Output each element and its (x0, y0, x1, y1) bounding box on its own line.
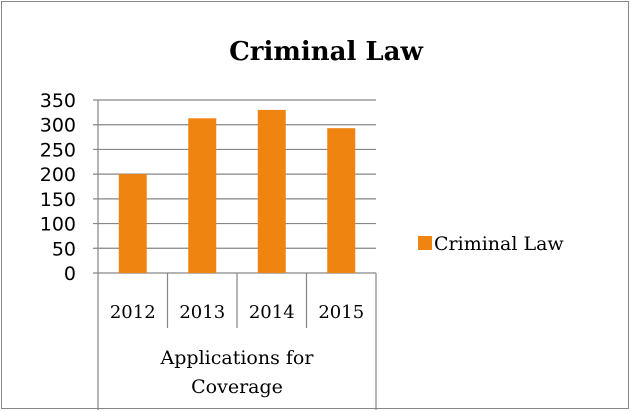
y-tick-label: 350 (40, 90, 76, 112)
y-tick-label: 0 (64, 263, 76, 285)
x-tick-label: 2015 (318, 302, 364, 323)
x-tick-label: 2014 (249, 302, 295, 323)
legend-swatch (418, 236, 432, 250)
x-axis-group: Applications for Coverage (160, 347, 315, 398)
x-group-label: Applications for (160, 347, 315, 369)
bar (257, 109, 286, 273)
bar (188, 118, 217, 273)
y-tick-label: 50 (52, 238, 76, 260)
y-tick-label: 100 (40, 214, 76, 236)
legend-label: Criminal Law (434, 233, 564, 255)
y-tick-label: 200 (40, 164, 76, 186)
y-tick-label: 300 (40, 115, 76, 137)
bar (118, 174, 147, 273)
legend: Criminal Law (418, 233, 564, 255)
y-tick-label: 150 (40, 189, 76, 211)
x-group-label: Coverage (191, 376, 283, 398)
chart-title: Criminal Law (229, 37, 423, 67)
bar (327, 128, 356, 273)
x-tick-label: 2012 (110, 302, 156, 323)
x-axis-categories: 2012 2013 2014 2015 (97, 273, 377, 410)
bars (118, 109, 356, 273)
x-tick-label: 2013 (179, 302, 225, 323)
y-tick-label: 250 (40, 139, 76, 161)
